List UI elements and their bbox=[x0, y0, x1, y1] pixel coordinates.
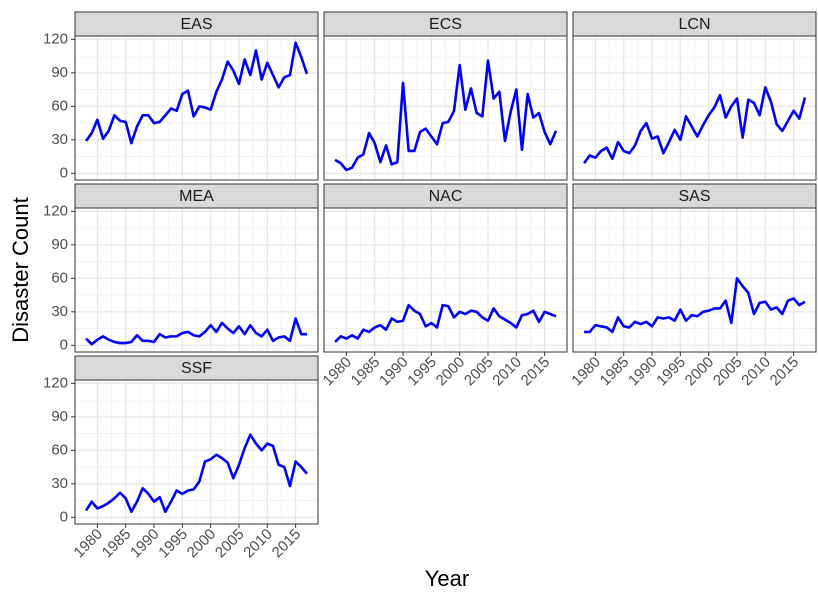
x-tick-label: 1980 bbox=[70, 526, 106, 562]
strip-label: MEA bbox=[179, 188, 214, 205]
facet-panel: EAS bbox=[74, 11, 319, 180]
strip bbox=[572, 183, 817, 209]
y-tick-label: 90 bbox=[51, 64, 68, 81]
facet-panel: MEA bbox=[74, 183, 319, 352]
data-line bbox=[334, 303, 557, 343]
x-tick-label: 2015 bbox=[767, 354, 803, 390]
data-line bbox=[84, 433, 308, 514]
x-tick-label: 2015 bbox=[518, 354, 554, 390]
strip bbox=[323, 11, 568, 37]
x-tick-label: 1995 bbox=[404, 354, 440, 390]
x-tick-label: 1995 bbox=[155, 526, 191, 562]
data-line bbox=[582, 86, 807, 165]
facet-panel: ECS bbox=[323, 11, 568, 180]
panel-border bbox=[572, 35, 817, 181]
panel-border bbox=[572, 207, 817, 353]
y-tick-label: 120 bbox=[43, 202, 68, 219]
x-tick-label: 2005 bbox=[461, 354, 497, 390]
facet-panel: SAS bbox=[572, 183, 817, 352]
strip bbox=[572, 11, 817, 37]
data-line bbox=[334, 59, 558, 172]
strip-label: ECS bbox=[429, 16, 462, 33]
x-tick-label: 1985 bbox=[99, 526, 135, 562]
x-tick-label: 2015 bbox=[269, 526, 305, 562]
y-axis-title: Disaster Count bbox=[8, 197, 33, 343]
y-tick-label: 30 bbox=[51, 303, 68, 320]
y-tick-label: 90 bbox=[51, 236, 68, 253]
strip-label: NAC bbox=[429, 188, 463, 205]
data-line bbox=[85, 317, 307, 346]
x-tick-label: 1990 bbox=[127, 526, 163, 562]
x-tick-label: 1990 bbox=[376, 354, 412, 390]
x-tick-label: 2010 bbox=[489, 354, 525, 390]
panel-border bbox=[74, 207, 319, 353]
y-tick-label: 0 bbox=[60, 508, 68, 525]
x-tick-label: 1980 bbox=[568, 354, 604, 390]
strip bbox=[74, 183, 319, 209]
x-tick-label: 2000 bbox=[433, 354, 469, 390]
strip bbox=[323, 183, 568, 209]
x-tick-label: 2000 bbox=[184, 526, 220, 562]
panel-border bbox=[74, 379, 319, 525]
strip-label: EAS bbox=[180, 16, 212, 33]
x-tick-label: 2010 bbox=[240, 526, 276, 562]
strip bbox=[74, 355, 319, 381]
y-tick-label: 30 bbox=[51, 131, 68, 148]
x-tick-label: 1985 bbox=[597, 354, 633, 390]
panel-border bbox=[74, 35, 319, 181]
y-tick-label: 120 bbox=[43, 30, 68, 47]
y-tick-label: 120 bbox=[43, 374, 68, 391]
y-tick-label: 0 bbox=[60, 336, 68, 353]
data-line bbox=[84, 41, 309, 145]
x-tick-label: 2005 bbox=[710, 354, 746, 390]
facet-panel: NAC bbox=[323, 183, 568, 352]
y-tick-label: 0 bbox=[60, 164, 68, 181]
x-tick-label: 1995 bbox=[653, 354, 689, 390]
panel-border bbox=[323, 207, 568, 353]
panel-border bbox=[323, 35, 568, 181]
data-line bbox=[584, 277, 806, 334]
x-tick-label: 1985 bbox=[348, 354, 384, 390]
y-tick-label: 60 bbox=[51, 97, 68, 114]
strip-label: LCN bbox=[678, 16, 710, 33]
x-tick-label: 2010 bbox=[738, 354, 774, 390]
x-axis-title: Year bbox=[425, 566, 469, 591]
y-tick-label: 60 bbox=[51, 269, 68, 286]
y-tick-label: 60 bbox=[51, 441, 68, 458]
strip-label: SSF bbox=[181, 360, 212, 377]
x-tick-label: 1980 bbox=[319, 354, 355, 390]
x-tick-label: 1990 bbox=[625, 354, 661, 390]
strip-label: SAS bbox=[678, 188, 710, 205]
x-tick-label: 2000 bbox=[682, 354, 718, 390]
strip bbox=[74, 11, 319, 37]
y-tick-label: 30 bbox=[51, 475, 68, 492]
y-tick-label: 90 bbox=[51, 408, 68, 425]
x-tick-label: 2005 bbox=[212, 526, 248, 562]
facet-panel: SSF bbox=[74, 355, 319, 524]
